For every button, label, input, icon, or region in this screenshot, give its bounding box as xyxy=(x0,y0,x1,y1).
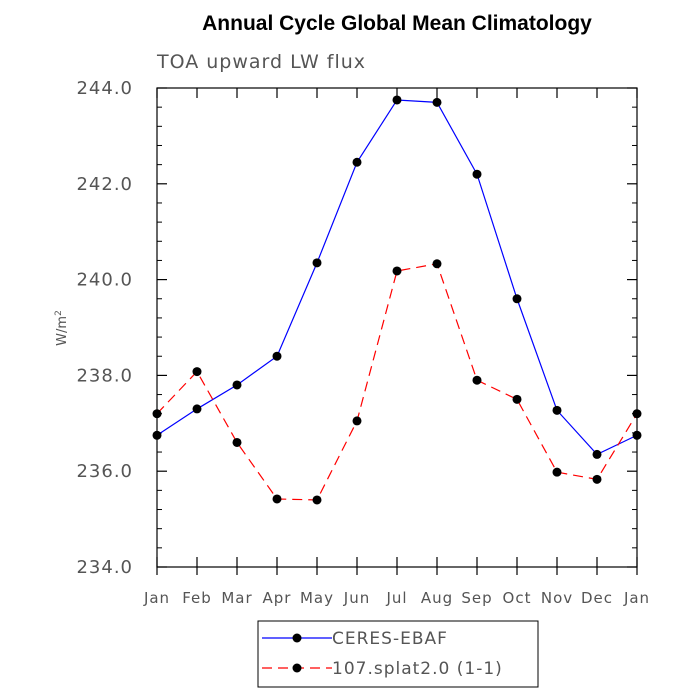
series-2-point xyxy=(432,259,442,269)
y-tick-label: 240.0 xyxy=(76,270,133,291)
legend-label-2: 107.splat2.0 (1-1) xyxy=(332,659,503,679)
y-axis-label: W/m2 xyxy=(54,310,70,346)
series-2-point xyxy=(192,367,202,377)
y-tick-label: 238.0 xyxy=(76,365,133,386)
legend: CERES-EBAF 107.splat2.0 (1-1) xyxy=(257,620,539,688)
legend-marker-1 xyxy=(292,633,302,643)
x-tick-label: Jan xyxy=(143,589,170,607)
series-2-point xyxy=(352,416,362,426)
minor-ticks xyxy=(157,106,637,549)
series-line-2 xyxy=(156,263,638,501)
series-line-1 xyxy=(156,99,638,456)
series-2-point xyxy=(312,495,322,505)
x-tick-label: May xyxy=(300,589,334,607)
series-1-point xyxy=(592,449,602,459)
legend-box xyxy=(257,620,539,688)
x-tick-label: Mar xyxy=(221,589,252,607)
x-tick-label: Feb xyxy=(182,589,212,607)
x-tick-label: Sep xyxy=(461,589,492,607)
series-1-point xyxy=(152,430,162,440)
series-2-point xyxy=(512,394,522,404)
y-tick-label: 236.0 xyxy=(76,461,133,482)
series-1-point xyxy=(392,95,402,105)
x-tick-label: Jun xyxy=(343,589,370,607)
series-1-point xyxy=(472,169,482,179)
series-2-point xyxy=(272,494,282,504)
series-2-point xyxy=(632,409,642,419)
series-2-point xyxy=(392,266,402,276)
series-1-point xyxy=(432,97,442,107)
series-1-point xyxy=(632,430,642,440)
x-tick-label: Oct xyxy=(503,589,532,607)
x-axis: Jan Feb Mar Apr May Jun Jul Aug Sep Oct Nov Dec Jan xyxy=(143,88,650,607)
plot-area xyxy=(156,87,638,568)
x-tick-label: Aug xyxy=(421,589,453,607)
series-layer xyxy=(152,95,642,505)
series-1-point xyxy=(232,380,242,390)
series-2-point xyxy=(592,474,602,484)
x-tick-label: Jul xyxy=(385,589,407,607)
chart-subtitle: TOA upward LW flux xyxy=(156,51,366,73)
series-2-point xyxy=(232,437,242,447)
plot-border xyxy=(156,87,638,568)
x-tick-label: Apr xyxy=(263,589,292,607)
legend-marker-2 xyxy=(292,663,302,673)
series-1-point xyxy=(512,294,522,304)
series-1-point xyxy=(192,404,202,414)
y-tick-label: 244.0 xyxy=(76,78,133,99)
series-2-point xyxy=(472,375,482,385)
x-tick-label: Dec xyxy=(581,589,613,607)
series-1-point xyxy=(312,258,322,268)
x-tick-label: Jan xyxy=(623,589,650,607)
legend-label-1: CERES-EBAF xyxy=(332,629,448,649)
series-1-point xyxy=(552,405,562,415)
series-2-point xyxy=(552,467,562,477)
x-tick-label: Nov xyxy=(541,589,573,607)
series-1-point xyxy=(352,157,362,167)
series-1-point xyxy=(272,351,282,361)
y-axis: 234.0 236.0 238.0 240.0 242.0 244.0 xyxy=(76,78,637,578)
y-tick-label: 242.0 xyxy=(76,174,133,195)
y-tick-label: 234.0 xyxy=(76,557,133,578)
series-2-point xyxy=(152,409,162,419)
chart-title: Annual Cycle Global Mean Climatology xyxy=(202,12,592,35)
